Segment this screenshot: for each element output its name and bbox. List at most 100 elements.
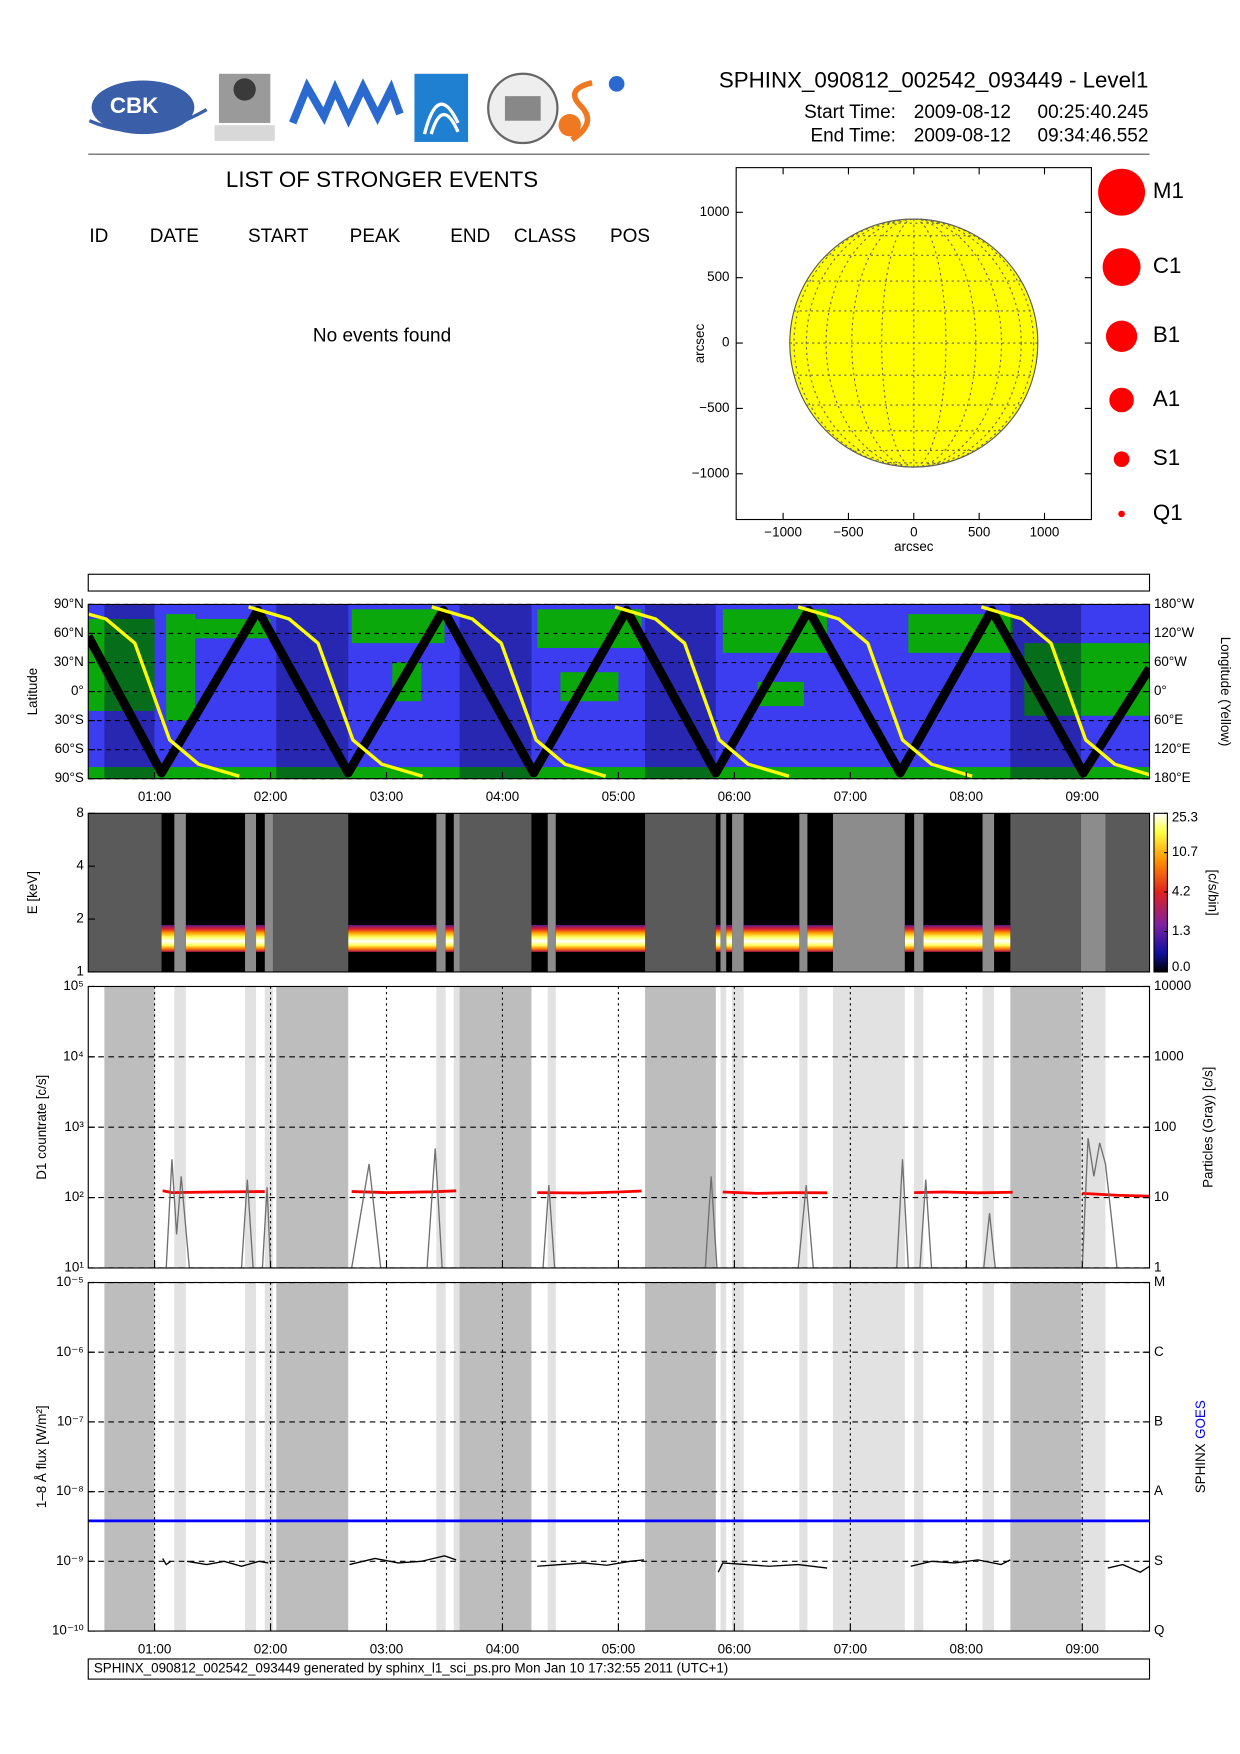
gap-band (453, 813, 460, 972)
y-tick-label: 1000 (700, 204, 730, 219)
y-tick-label: −1000 (692, 465, 730, 480)
y-tick-label: 1 (76, 964, 83, 979)
x-tick-label: 03:00 (370, 1642, 404, 1657)
spectrum-interval (726, 813, 733, 972)
spectrum-band (923, 925, 983, 952)
gap-band (914, 986, 924, 1268)
series-line (162, 1555, 1150, 1573)
y-tick-label: 10⁻⁸ (56, 1483, 84, 1498)
y-axis-label: E [keV] (25, 871, 40, 914)
column-header: POS (610, 226, 650, 247)
plot-frame (87, 812, 1151, 973)
y-tick-label: 500 (707, 269, 729, 284)
y-tick-label: 10³ (64, 1119, 84, 1134)
logo-swoosh (88, 108, 208, 133)
no-data-band (1010, 1282, 1082, 1632)
gap-band (245, 813, 257, 972)
y-tick-label: 10⁻¹⁰ (52, 1623, 84, 1638)
gap-band (799, 813, 808, 972)
spectrum-interval (904, 813, 915, 972)
legend-marker (1109, 387, 1134, 413)
y-tick-label: 2 (76, 911, 83, 926)
x-tick-label: −1000 (764, 524, 802, 539)
colorbar-tick-label: 25.3 (1172, 809, 1198, 824)
gap-band (1081, 1282, 1106, 1632)
disk-meridian (805, 218, 1022, 468)
y2-tick-label: 1 (1154, 1260, 1161, 1275)
y-tick-label: 30°S (55, 712, 84, 727)
spectrum-band (531, 925, 548, 952)
y2-tick-label: 1000 (1154, 1048, 1184, 1063)
y2-tick-label: 60°W (1154, 654, 1187, 669)
x-tick-label: 05:00 (602, 1642, 636, 1657)
column-header: START (248, 226, 309, 247)
spectrum-band (256, 925, 265, 952)
x-tick-label: 01:00 (138, 1642, 172, 1657)
x-tick-label: 06:00 (718, 789, 752, 804)
legend-label: M1 (1153, 178, 1184, 203)
gap-band (436, 1282, 446, 1632)
gap-band (732, 986, 744, 1268)
spectrum-band (994, 925, 1011, 952)
x-tick-label: 08:00 (950, 1642, 984, 1657)
y-tick-label: 60°S (55, 741, 84, 756)
spectrum-band (807, 925, 833, 952)
disk-meridian (793, 218, 1035, 468)
spectrum-interval (445, 813, 454, 972)
footer-box (87, 1658, 1151, 1680)
y-tick-label: 10⁻⁹ (56, 1553, 84, 1568)
y2-tick-label: B (1154, 1413, 1163, 1428)
y-tick-label: 0° (71, 683, 84, 698)
spectrum-band (185, 925, 246, 952)
colorbar-tick-label: 0.0 (1172, 959, 1191, 974)
spectrum-interval (256, 813, 265, 972)
x-tick-label: 08:00 (950, 789, 984, 804)
gap-band (732, 1282, 744, 1632)
events-message: No events found (313, 325, 451, 346)
end-time: 09:34:46.552 (1038, 125, 1149, 146)
x-tick-label: 03:00 (370, 789, 404, 804)
gap-band (453, 986, 460, 1268)
spectrum-band (726, 925, 733, 952)
column-header: DATE (150, 226, 199, 247)
y2-tick-label: 0° (1154, 683, 1167, 698)
y2-tick-label: Q (1154, 1623, 1164, 1638)
events-title: LIST OF STRONGER EVENTS (226, 167, 538, 192)
gap-band (245, 1282, 257, 1632)
gap-band (174, 813, 186, 972)
spectrum-band (904, 925, 915, 952)
legend-label: GOES (1192, 1400, 1207, 1439)
gap-band (720, 813, 727, 972)
x-tick-label: 1000 (1030, 524, 1060, 539)
legend-label: C1 (1153, 253, 1182, 278)
gap-band (914, 1282, 924, 1632)
logo-portrait-head (233, 78, 256, 101)
y-tick-label: −500 (699, 400, 729, 415)
x-tick-label: 500 (968, 524, 990, 539)
logo-dot (608, 76, 625, 92)
logos: CBK (88, 72, 625, 145)
disk-meridian (881, 218, 947, 468)
empty-box (87, 573, 1151, 592)
y2-tick-label: 10000 (1154, 978, 1191, 993)
y2-tick-label: 180°E (1154, 770, 1191, 785)
spectrum-band (348, 925, 437, 952)
y-tick-label: 90°S (55, 770, 84, 785)
start-label: Start Time: (804, 102, 896, 123)
legend-marker (1098, 168, 1146, 216)
gap-band (832, 813, 905, 972)
x-tick-label: 06:00 (718, 1642, 752, 1657)
logo-cbk (91, 80, 195, 135)
y-tick-label: 30°N (54, 654, 84, 669)
gap-band (832, 1282, 905, 1632)
gap-band (914, 813, 924, 972)
legend: SPHINX GOES (1192, 1400, 1207, 1493)
start-time: 00:25:40.245 (1038, 102, 1149, 123)
spectrum-band (743, 925, 800, 952)
y-tick-label: 0 (722, 335, 729, 350)
x-tick-label: 04:00 (486, 1642, 520, 1657)
column-header: CLASS (514, 226, 576, 247)
end-date: 2009-08-12 (914, 125, 1011, 146)
